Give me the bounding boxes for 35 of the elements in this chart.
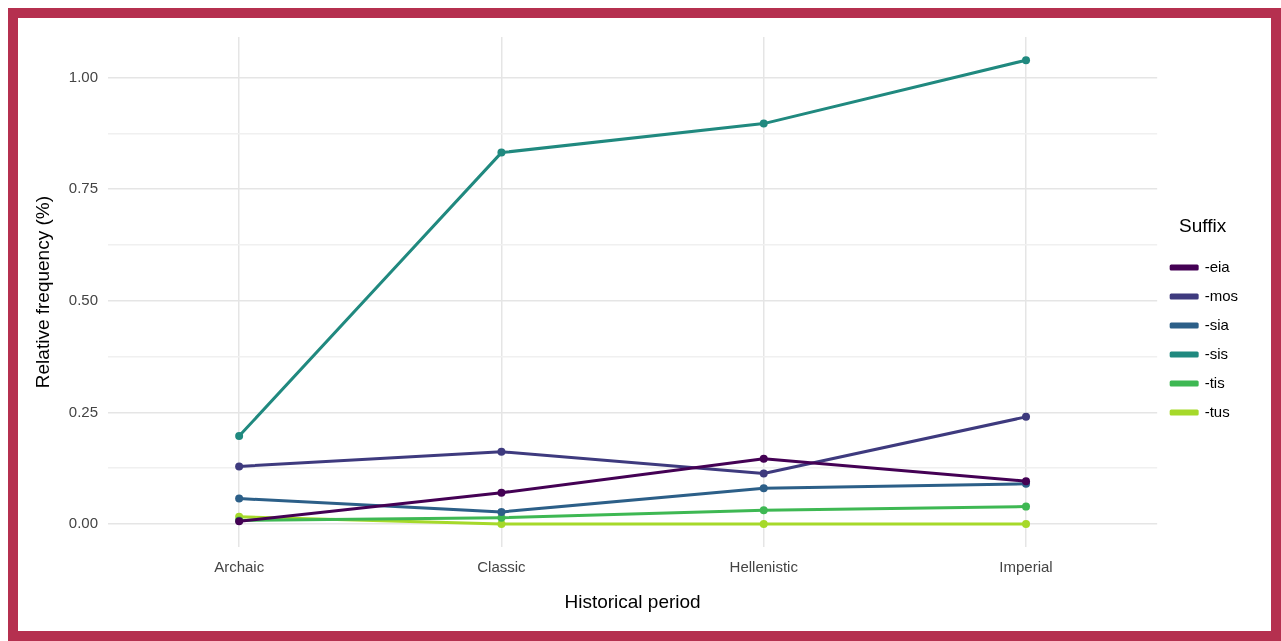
legend-label: -tus [1204, 402, 1230, 420]
point [759, 469, 768, 478]
legend-label: -eia [1204, 257, 1231, 275]
point [759, 519, 768, 528]
point [1022, 502, 1031, 511]
legend-label: -sis [1204, 344, 1228, 362]
y-tick-label: 1.00 [68, 67, 98, 85]
point [759, 454, 768, 463]
x-tick-label: Classic [477, 558, 527, 576]
point [1022, 412, 1031, 421]
x-tick-label: Imperial [999, 558, 1053, 576]
point [759, 484, 768, 493]
point [497, 507, 506, 516]
point [1022, 519, 1031, 528]
legend-label: -tis [1204, 373, 1225, 391]
point [235, 432, 244, 441]
legend-title: Suffix [1178, 214, 1227, 236]
legend-label: -sia [1204, 315, 1230, 333]
point [1022, 56, 1031, 65]
point [497, 488, 506, 497]
y-tick-label: 0.75 [68, 179, 98, 197]
point [497, 148, 506, 157]
legend-label: -mos [1204, 286, 1239, 304]
x-tick-label: Hellenistic [729, 558, 799, 576]
y-tick-label: 0.50 [68, 290, 98, 308]
y-tick-label: 0.25 [68, 402, 98, 420]
point [497, 447, 506, 456]
point [235, 494, 244, 503]
y-axis-title: Relative frequency (%) [31, 196, 53, 389]
point [235, 462, 244, 471]
y-tick-label: 0.00 [68, 514, 98, 532]
point [759, 119, 768, 128]
point [759, 506, 768, 515]
x-tick-label: Archaic [214, 558, 265, 576]
x-axis-title: Historical period [564, 590, 701, 612]
